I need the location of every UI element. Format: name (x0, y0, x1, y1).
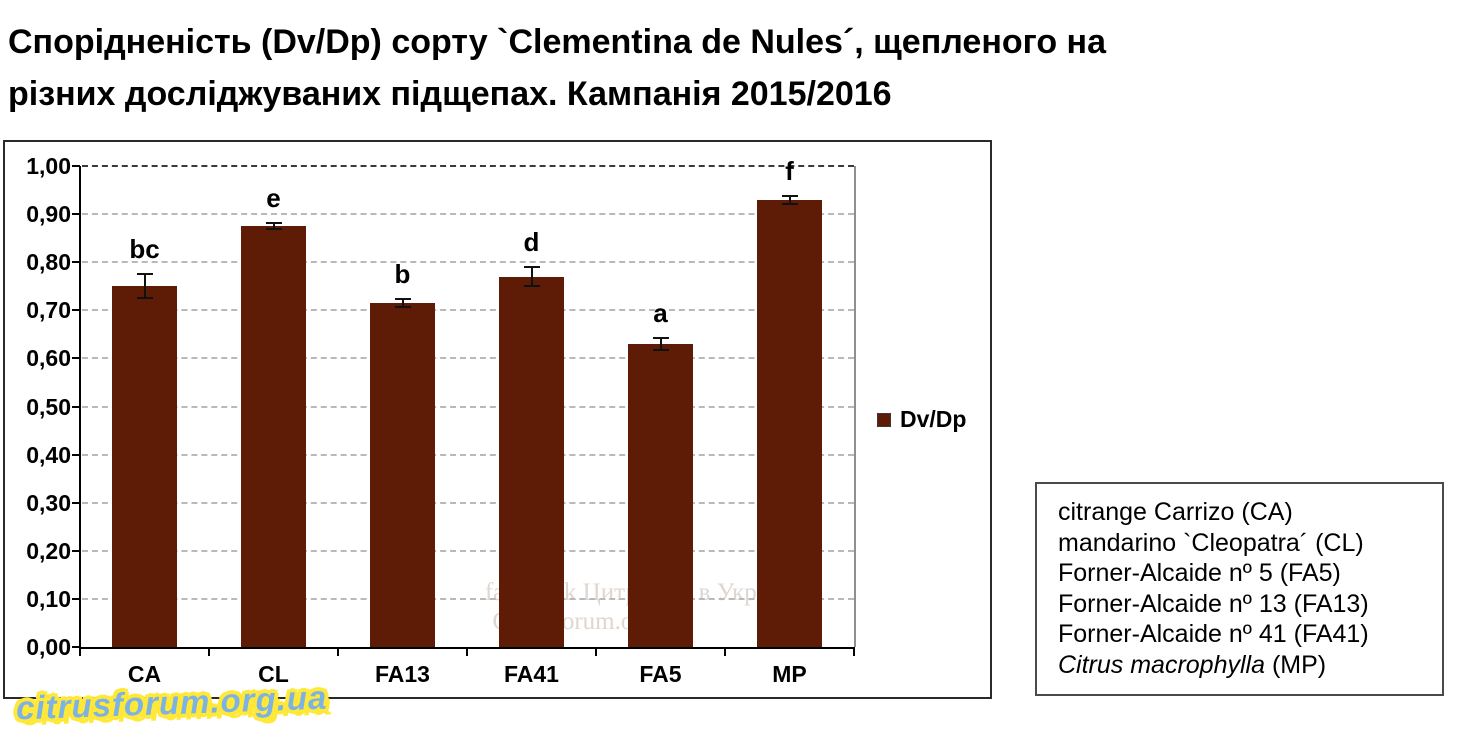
y-axis-tick (72, 646, 80, 648)
rootstock-key-entry: Citrus macrophylla (MP) (1058, 650, 1442, 681)
y-axis (79, 166, 81, 649)
significance-letter: f (785, 155, 794, 186)
chart-title: Спорідненість (Dv/Dp) сорту `Clementina … (8, 16, 1106, 120)
bar (112, 286, 177, 647)
rootstock-name-text: Forner-Alcaide nº 13 (FA13) (1058, 589, 1369, 618)
x-axis-label: MP (772, 661, 807, 687)
error-bar-cap-bottom (136, 297, 153, 300)
series-legend-label: Dv/Dp (900, 406, 967, 432)
significance-letter: a (653, 298, 668, 329)
y-axis-tick (72, 165, 80, 167)
y-axis-tick (72, 549, 80, 552)
y-axis-label: 0,30 (26, 489, 71, 516)
significance-letter: b (394, 259, 411, 290)
gridline (82, 261, 854, 264)
y-axis-label: 0,40 (26, 441, 71, 468)
rootstock-name-text: Forner-Alcaide nº 5 (FA5) (1058, 559, 1341, 587)
error-bar (659, 338, 662, 350)
x-axis-tick (79, 647, 81, 656)
error-bar-cap-bottom (394, 305, 411, 308)
chart-title-line2: різних досліджуваних підщепах. Кампанія … (8, 75, 892, 113)
error-bar-cap-top (265, 222, 282, 225)
rootstock-name-text: citrange Carrizo (CA) (1058, 498, 1293, 526)
error-bar (272, 223, 275, 229)
x-axis-label: FA5 (639, 661, 682, 687)
x-axis-label: FA41 (504, 661, 559, 687)
significance-letter: bc (129, 234, 160, 265)
y-axis-label: 0,50 (26, 393, 71, 420)
gridline (82, 309, 854, 312)
series-legend: Dv/Dp (877, 406, 966, 433)
y-axis-label: 0,60 (26, 345, 71, 372)
error-bar-cap-bottom (781, 202, 798, 205)
rootstock-name-text: Forner-Alcaide nº 41 (FA41) (1058, 620, 1369, 648)
gridline (82, 549, 854, 552)
gridline (82, 405, 854, 408)
y-axis-label: 0,90 (26, 201, 71, 228)
bar (757, 199, 822, 647)
y-axis-label: 0,20 (26, 537, 71, 564)
error-bar (788, 195, 791, 204)
bar (241, 226, 306, 647)
rootstock-key-entry: mandarino `Cleopatra´ (CL) (1058, 528, 1442, 559)
gridline (82, 453, 854, 456)
y-axis-tick (72, 405, 80, 408)
chart-frame: Dv/Dp facebook Цитрусові в Україні Citru… (3, 140, 992, 699)
rootstock-key-entry: Forner-Alcaide nº 5 (FA5) (1058, 558, 1442, 589)
rootstock-key-entry: Forner-Alcaide nº 41 (FA41) (1058, 619, 1442, 650)
x-axis-label: CL (258, 661, 289, 687)
y-axis-tick (72, 357, 80, 360)
significance-letter: e (266, 183, 281, 214)
bar (370, 303, 435, 647)
y-axis-tick (72, 213, 80, 216)
error-bar (530, 267, 533, 287)
y-axis-label: 0,80 (26, 249, 71, 276)
error-bar-cap-bottom (523, 285, 540, 288)
error-bar-cap-bottom (265, 228, 282, 230)
error-bar-cap-top (652, 337, 669, 340)
plot-right-border (854, 166, 856, 647)
rootstock-key-entry: Forner-Alcaide nº 13 (FA13) (1058, 589, 1442, 620)
y-axis-tick (72, 597, 80, 600)
error-bar-cap-top (781, 194, 798, 197)
y-axis-label: 0,10 (26, 585, 71, 612)
bar (628, 343, 693, 647)
y-axis-tick (72, 261, 80, 264)
error-bar (401, 299, 404, 307)
bar (499, 276, 564, 647)
x-axis-tick (724, 647, 726, 656)
x-axis-tick (466, 647, 468, 656)
chart-title-line1: Спорідненість (Dv/Dp) сорту `Clementina … (8, 23, 1106, 61)
gridline (82, 165, 854, 167)
error-bar (143, 274, 146, 299)
gridline (82, 597, 854, 600)
error-bar-cap-top (394, 298, 411, 301)
error-bar-cap-top (136, 273, 153, 276)
rootstock-key-box: citrange Carrizo (CA) mandarino `Cleopatr… (1035, 482, 1444, 696)
x-axis-tick (853, 647, 855, 656)
gridline (82, 213, 854, 216)
error-bar-cap-top (523, 266, 540, 268)
y-axis-label: 1,00 (26, 153, 71, 179)
rootstock-name-italic: Citrus macrophylla (1058, 650, 1266, 679)
x-axis-tick (595, 647, 597, 656)
y-axis-label: 0,00 (26, 634, 71, 660)
y-axis-label: 0,70 (26, 297, 71, 324)
gridline (82, 357, 854, 360)
x-axis-label: FA13 (375, 661, 430, 687)
rootstock-key-entry: citrange Carrizo (CA) (1058, 497, 1442, 528)
y-axis-tick (72, 453, 80, 456)
rootstock-name-text: (MP) (1265, 650, 1327, 679)
x-axis-label: CA (127, 661, 162, 687)
gridline (82, 501, 854, 504)
x-axis-tick (337, 647, 339, 656)
significance-letter: d (523, 227, 540, 257)
x-axis-tick (208, 647, 210, 656)
rootstock-name-text: mandarino `Cleopatra´ (CL) (1058, 528, 1364, 557)
series-color-swatch (877, 412, 891, 427)
y-axis-tick (72, 309, 80, 312)
y-axis-tick (72, 501, 80, 504)
error-bar-cap-bottom (652, 348, 669, 351)
